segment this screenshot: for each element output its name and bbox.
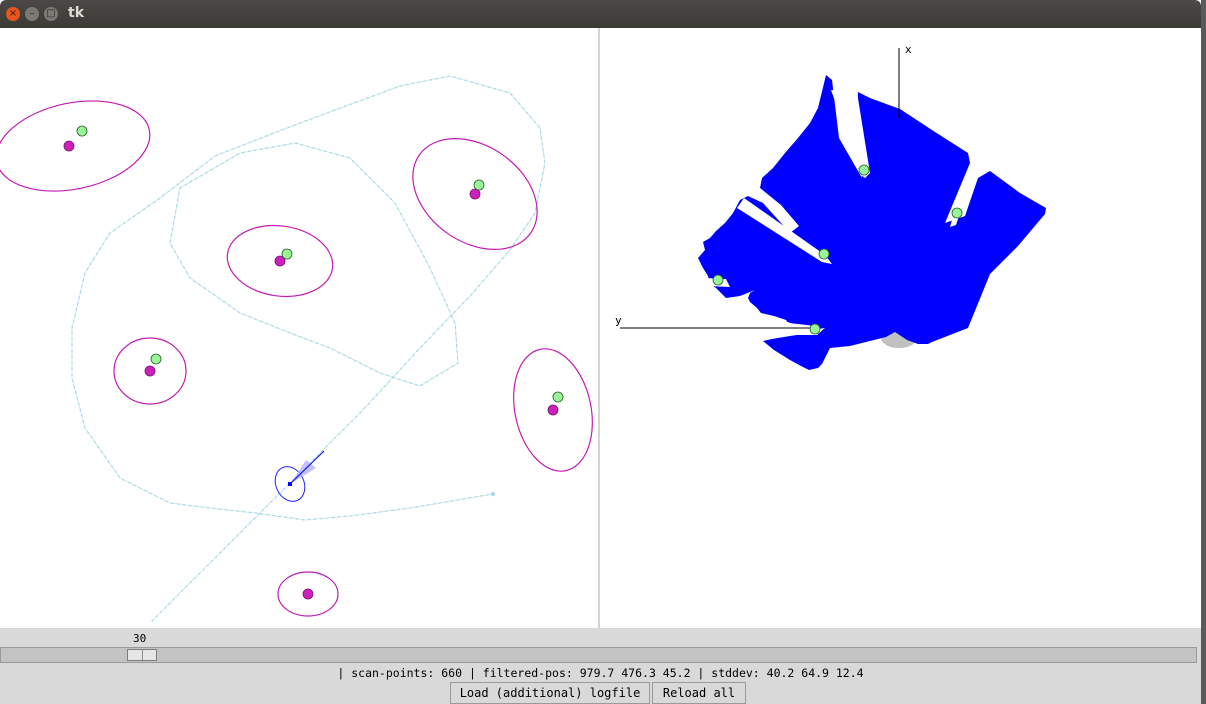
maximize-window-button[interactable]: □ xyxy=(44,7,58,21)
scan-x-axis-label: x xyxy=(905,43,912,56)
view-divider xyxy=(598,28,600,628)
landmark-estimate-marker xyxy=(63,140,75,152)
landmark-covariance-ellipse xyxy=(0,100,151,192)
landmark-observation-marker xyxy=(281,248,293,260)
landmark-observation-marker xyxy=(473,179,485,191)
scan-y-axis-label: y xyxy=(615,314,622,327)
scan-canvas: x y xyxy=(600,28,1201,628)
scan-landmark-marker xyxy=(712,274,724,286)
landmark-estimate-marker xyxy=(547,404,559,416)
timestep-slider[interactable] xyxy=(0,647,1197,663)
load-logfile-button[interactable]: Load (additional) logfile xyxy=(450,682,650,704)
landmark-covariance-ellipse xyxy=(412,138,538,250)
landmark-5 xyxy=(513,348,593,472)
window-edge xyxy=(1201,0,1206,704)
landmark-estimate-marker xyxy=(274,255,286,267)
timestep-slider-handle[interactable] xyxy=(127,649,157,661)
close-window-button[interactable]: × xyxy=(6,7,20,21)
robot-trajectory-loop-line xyxy=(169,142,459,387)
robot-trajectory-line xyxy=(71,75,546,622)
scan-gap xyxy=(831,90,870,178)
landmark-covariance-ellipse xyxy=(513,348,593,472)
app-client-area: x y 30 | scan-points: 660 | filtered-pos… xyxy=(0,28,1201,704)
scan-landmark-marker xyxy=(858,164,870,176)
scan-landmark-marker xyxy=(809,323,821,335)
landmark-observation-marker xyxy=(552,391,564,403)
landmark-2 xyxy=(412,138,538,250)
landmark-estimate-marker xyxy=(144,365,156,377)
status-line: | scan-points: 660 | filtered-pos: 979.7… xyxy=(337,666,864,680)
reload-all-button[interactable]: Reload all xyxy=(652,682,746,704)
landmark-covariance-ellipse xyxy=(277,571,339,617)
robot-trajectory xyxy=(71,75,546,622)
landmark-estimate-marker xyxy=(469,188,481,200)
robot-center-marker xyxy=(288,482,292,486)
landmark-3 xyxy=(226,224,334,298)
map-canvas xyxy=(0,28,598,628)
landmark-6 xyxy=(277,571,339,617)
landmark-observation-marker xyxy=(76,125,88,137)
map-svg xyxy=(0,75,593,622)
scan-landmark-marker xyxy=(818,248,830,260)
window-titlebar: × – □ tk xyxy=(0,0,1201,28)
slider-value-label: 30 xyxy=(133,632,147,645)
scan-landmark-marker xyxy=(951,207,963,219)
scan-gap xyxy=(737,198,832,264)
landmark-observation-marker xyxy=(150,353,162,365)
robot-position-ellipse xyxy=(274,466,306,502)
landmark-covariance-ellipse xyxy=(113,337,187,405)
robot-heading-line xyxy=(289,450,325,485)
landmark-estimate-marker xyxy=(302,588,314,600)
landmark-covariance-ellipse xyxy=(226,224,334,298)
landmark-4 xyxy=(113,337,187,405)
minimize-window-button[interactable]: – xyxy=(25,7,39,21)
robot-pose xyxy=(274,450,325,502)
robot-trajectory-loop xyxy=(169,142,459,387)
window-title: tk xyxy=(68,5,85,21)
laser-scan-area xyxy=(698,75,1046,370)
scan-svg: x y xyxy=(615,43,1046,370)
landmark-1 xyxy=(0,100,151,192)
trajectory-end-point xyxy=(490,491,496,497)
